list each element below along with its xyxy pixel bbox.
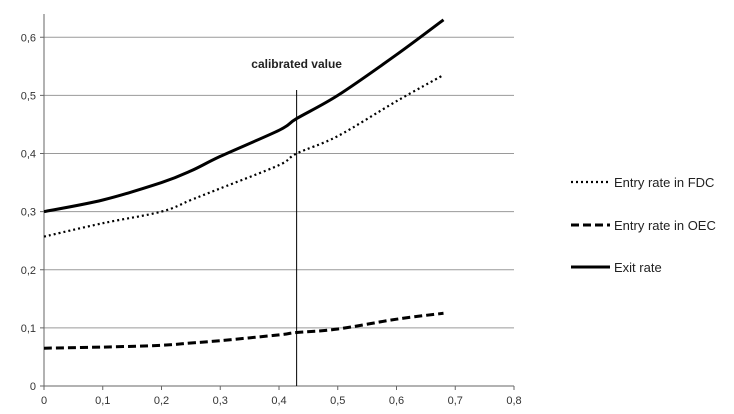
- x-tick-label-8: 0,8: [506, 395, 521, 407]
- series-lines: [43, 18, 445, 350]
- x-tick-labels: 0 0,1 0,2 0,3 0,4 0,5 0,6 0,7 0,8: [41, 395, 522, 407]
- y-tick-label-5: 0,5: [21, 90, 36, 102]
- x-tick-label-4: 0,4: [271, 395, 286, 407]
- y-tick-label-2: 0,2: [21, 265, 36, 277]
- x-tick-label-3: 0,3: [213, 395, 228, 407]
- legend: Entry rate in FDC Entry rate in OEC Exit r…: [571, 175, 716, 275]
- y-tick-label-3: 0,3: [21, 207, 36, 219]
- calibrated-value-annotation: calibrated value: [251, 57, 342, 386]
- axes: [40, 14, 515, 390]
- legend-label-1: Entry rate in OEC: [614, 218, 716, 233]
- series-line-2: [43, 18, 445, 214]
- y-tick-label-4: 0,4: [21, 149, 36, 161]
- x-tick-label-7: 0,7: [448, 395, 463, 407]
- x-tick-label-1: 0,1: [95, 395, 110, 407]
- series-line-0: [43, 74, 445, 238]
- calibrated-value-label: calibrated value: [251, 57, 342, 71]
- x-tick-label-5: 0,5: [330, 395, 345, 407]
- legend-label-0: Entry rate in FDC: [614, 175, 714, 190]
- y-tick-label-6: 0,6: [21, 32, 36, 44]
- y-tick-label-0: 0: [30, 381, 36, 393]
- y-tick-label-1: 0,1: [21, 323, 36, 335]
- y-tick-labels: 0 0,1 0,2 0,3 0,4 0,5 0,6: [21, 32, 36, 393]
- legend-label-2: Exit rate: [614, 260, 662, 275]
- x-tick-label-2: 0,2: [154, 395, 169, 407]
- x-tick-label-0: 0: [41, 395, 47, 407]
- x-tick-label-6: 0,6: [389, 395, 404, 407]
- series-line-1: [43, 311, 444, 350]
- gridlines: [44, 36, 514, 329]
